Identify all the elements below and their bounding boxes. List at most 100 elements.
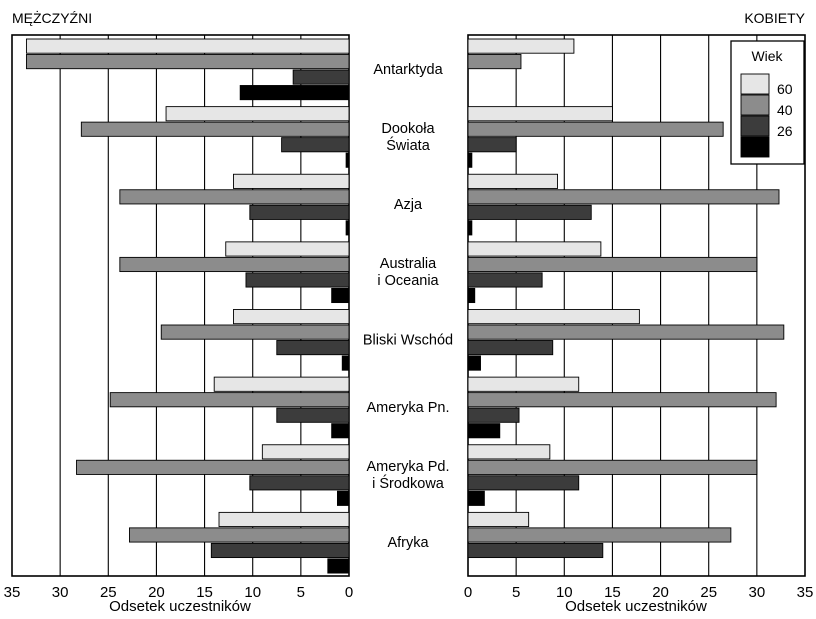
legend-label: 60 bbox=[777, 81, 793, 97]
left-bar bbox=[345, 220, 350, 236]
left-bar bbox=[341, 355, 350, 371]
category-label: Bliski Wschód bbox=[363, 332, 453, 348]
right-bar bbox=[467, 241, 602, 257]
legend-swatch bbox=[740, 94, 770, 116]
right-panel-title: KOBIETY bbox=[744, 10, 805, 26]
left-bar bbox=[261, 444, 350, 460]
left-bar bbox=[292, 69, 350, 85]
category-label: Dookoła Świata bbox=[381, 121, 435, 154]
category-label-line: Ameryka Pn. bbox=[367, 400, 450, 416]
legend: Wiek 60 40 26 bbox=[730, 40, 805, 165]
right-bar bbox=[467, 542, 604, 559]
legend-items: 60 40 26 bbox=[740, 73, 793, 158]
left-bar bbox=[276, 340, 350, 356]
category-label: Australia i Oceania bbox=[377, 256, 439, 289]
left-x-tick-label: 5 bbox=[297, 584, 305, 601]
left-panel-title: MĘŻCZYŹNI bbox=[12, 9, 92, 26]
right-bar bbox=[467, 423, 501, 439]
left-bar bbox=[76, 459, 350, 475]
right-bar bbox=[467, 324, 785, 340]
category-label-line: Afryka bbox=[387, 535, 429, 551]
category-label-line: Azja bbox=[394, 197, 423, 213]
right-x-tick-label: 35 bbox=[797, 584, 814, 601]
left-bar bbox=[119, 256, 350, 273]
right-bar bbox=[467, 54, 522, 70]
left-x-axis-label: Odsetek uczestników bbox=[109, 598, 251, 615]
left-x-tick-label: 25 bbox=[100, 584, 117, 601]
right-bar bbox=[467, 527, 732, 543]
category-label: Antarktyda bbox=[373, 62, 443, 78]
left-bar bbox=[249, 475, 350, 491]
right-bar bbox=[467, 189, 780, 205]
left-bar bbox=[25, 54, 350, 70]
left-bar bbox=[331, 423, 350, 439]
left-bar bbox=[109, 392, 350, 408]
left-bar bbox=[119, 189, 350, 205]
left-bar bbox=[213, 376, 350, 392]
right-x-tick-label: 25 bbox=[700, 584, 717, 601]
right-bar bbox=[467, 490, 485, 506]
left-bar bbox=[165, 106, 350, 122]
legend-swatch bbox=[740, 115, 770, 137]
right-bar bbox=[467, 355, 481, 371]
category-label: Afryka bbox=[387, 535, 429, 551]
right-bar bbox=[467, 407, 520, 423]
category-label-line: Ameryka Pd. bbox=[367, 459, 450, 475]
left-bar bbox=[336, 490, 350, 506]
left-x-tick-label: 30 bbox=[52, 584, 69, 601]
left-bar bbox=[331, 287, 350, 304]
left-bar bbox=[80, 121, 350, 137]
right-bar bbox=[467, 121, 724, 137]
left-x-tick-label: 15 bbox=[196, 584, 213, 601]
right-bar bbox=[467, 220, 473, 236]
left-bar bbox=[129, 527, 350, 543]
right-x-tick-label: 5 bbox=[512, 584, 520, 601]
left-bar bbox=[239, 85, 350, 101]
category-label: Azja bbox=[394, 197, 423, 213]
category-labels: Antarktyda Dookoła Świata Azja Australia i Oc… bbox=[363, 62, 453, 551]
category-label-line: i Oceania bbox=[377, 273, 439, 289]
tick-labels: 35 30 25 20 15 10 5 0 0 5 10 15 20 25 30 35 bbox=[4, 584, 814, 601]
right-bar bbox=[467, 173, 558, 189]
right-bar bbox=[467, 204, 592, 220]
left-bar bbox=[327, 558, 350, 574]
legend-swatch bbox=[740, 136, 770, 158]
left-bar bbox=[25, 38, 350, 54]
category-label: Ameryka Pn. bbox=[367, 400, 450, 416]
legend-label: 26 bbox=[777, 123, 793, 139]
left-x-tick-label: 0 bbox=[345, 584, 353, 601]
left-bar bbox=[233, 309, 350, 325]
left-bar bbox=[345, 152, 350, 168]
category-label: Ameryka Pd. i Środkowa bbox=[367, 459, 450, 492]
right-x-tick-label: 0 bbox=[464, 584, 472, 601]
right-bar bbox=[467, 309, 640, 325]
legend-title: Wiek bbox=[751, 48, 783, 64]
right-bar bbox=[467, 256, 758, 273]
right-bar bbox=[467, 459, 758, 475]
left-bar bbox=[276, 407, 350, 423]
right-bar bbox=[467, 511, 530, 528]
category-label-line: Antarktyda bbox=[373, 62, 443, 78]
bars bbox=[25, 38, 785, 574]
right-x-axis-label: Odsetek uczestników bbox=[565, 598, 707, 615]
right-x-tick-label: 15 bbox=[604, 584, 621, 601]
category-label-line: Świata bbox=[386, 136, 430, 154]
left-x-tick-label: 10 bbox=[244, 584, 261, 601]
right-bar bbox=[467, 287, 476, 304]
left-bar bbox=[281, 137, 350, 153]
right-bar bbox=[467, 392, 777, 408]
category-label-line: Australia bbox=[380, 256, 437, 272]
right-bar bbox=[467, 152, 473, 168]
left-bar bbox=[233, 173, 350, 189]
right-bar bbox=[467, 475, 580, 491]
legend-label: 40 bbox=[777, 102, 793, 118]
left-bar bbox=[225, 241, 350, 257]
right-bar bbox=[467, 106, 613, 122]
left-bar bbox=[160, 324, 350, 340]
right-x-tick-label: 30 bbox=[749, 584, 766, 601]
left-bar bbox=[218, 511, 350, 528]
right-bar bbox=[467, 444, 551, 460]
left-bar bbox=[249, 204, 350, 220]
left-bar bbox=[210, 542, 350, 559]
